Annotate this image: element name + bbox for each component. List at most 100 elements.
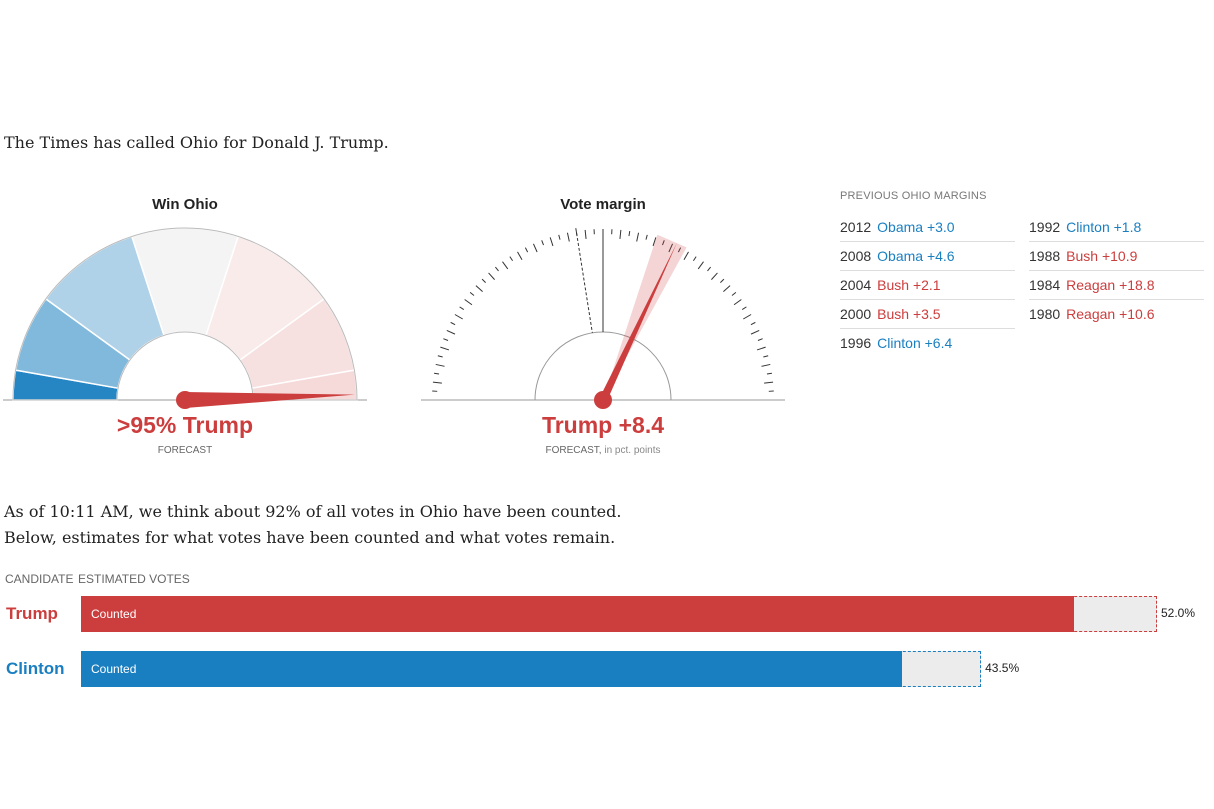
margin-gauge-inner-arc xyxy=(534,331,672,401)
margin-gauge-tick xyxy=(757,338,763,341)
margin-gauge-needle-hub xyxy=(594,391,612,409)
margin-gauge-tick xyxy=(443,338,449,341)
margin-gauge-tick xyxy=(731,291,737,296)
margin-gauge-tick xyxy=(628,231,631,237)
margin-gauge-tick xyxy=(509,256,514,262)
margin-gauge-tick xyxy=(475,285,483,292)
win-gauge-chart xyxy=(3,227,367,409)
margin-gauge-tick xyxy=(750,321,756,326)
previous-margin-year: 2004 xyxy=(840,277,872,293)
margin-gauge-tick xyxy=(707,266,712,272)
previous-margins-column: 1992 Clinton +1.8 1988 Bush +10.9 1984 Reagan… xyxy=(1029,213,1204,329)
votes-counted-intro: As of 10:11 AM, we think about 92% of al… xyxy=(4,499,621,551)
margin-gauge-tick xyxy=(766,372,772,375)
margin-gauge-tick xyxy=(720,278,725,283)
previous-margin-row: 1996 Clinton +6.4 xyxy=(840,329,1015,358)
margin-gauge-tick xyxy=(711,272,718,280)
win-gauge-title: Win Ohio xyxy=(152,196,218,213)
margin-gauge-tick xyxy=(434,372,440,375)
margin-gauge-tick xyxy=(488,272,495,280)
margin-gauge-tick xyxy=(723,285,731,292)
trump-candidate-name: Trump xyxy=(6,604,58,623)
clinton-candidate-name: Clinton xyxy=(6,659,65,678)
estimated-votes-column-header: ESTIMATED VOTES xyxy=(78,572,190,586)
candidate-column-header: CANDIDATE xyxy=(5,572,74,586)
previous-margin-row: 2008 Obama +4.6 xyxy=(840,242,1015,271)
win-forecast-caption: FORECAST xyxy=(157,445,213,456)
previous-margin-value: Bush +10.9 xyxy=(1066,248,1138,264)
previous-margin-value: Clinton +6.4 xyxy=(877,335,953,351)
previous-margin-value: Obama +3.0 xyxy=(877,219,955,235)
margin-gauge-tick xyxy=(697,261,704,270)
previous-margin-value: Bush +2.1 xyxy=(877,277,941,293)
margin-caption-unit: in pct. points xyxy=(604,445,661,456)
previous-margin-year: 1996 xyxy=(840,335,872,351)
margin-gauge-tick xyxy=(683,251,689,260)
margin-gauge-tick xyxy=(662,240,665,246)
counted-status-line: As of 10:11 AM, we think about 92% of al… xyxy=(4,502,622,521)
counted-explainer-line: Below, estimates for what votes have bee… xyxy=(4,528,616,547)
margin-gauge-tick xyxy=(692,256,697,262)
previous-margin-year: 2000 xyxy=(840,306,872,322)
previous-margins-column: 2012 Obama +3.0 2008 Obama +4.6 2004 Bush +2.… xyxy=(840,213,1015,358)
previous-margin-row: 2000 Bush +3.5 xyxy=(840,300,1015,329)
margin-gauge-tick xyxy=(435,363,445,367)
margin-gauge-tick xyxy=(741,306,747,311)
previous-margin-value: Clinton +1.8 xyxy=(1066,219,1142,235)
previous-margin-value: Reagan +18.8 xyxy=(1066,277,1155,293)
clinton-counted-bar: Counted xyxy=(81,651,903,687)
win-gauge-needle xyxy=(184,392,355,408)
win-gauge-needle-hub xyxy=(176,391,194,409)
margin-gauge-tick xyxy=(733,299,742,306)
margin-gauge-chart xyxy=(421,228,785,409)
margin-gauge-tick xyxy=(446,329,456,335)
margin-gauge-tick xyxy=(481,278,486,283)
previous-margin-year: 1984 xyxy=(1029,277,1061,293)
win-forecast-value: >95% Trump xyxy=(116,412,254,438)
margin-gauge-tick xyxy=(619,229,622,239)
win-gauge-outline xyxy=(12,227,358,401)
margin-gauge-tick xyxy=(743,314,752,320)
margin-gauge-tick xyxy=(440,346,450,351)
trump-counted-bar: Counted xyxy=(81,596,1075,632)
previous-margin-row: 2012 Obama +3.0 xyxy=(840,213,1015,242)
margin-gauge-title: Vote margin xyxy=(560,196,646,213)
margin-gauge-tick xyxy=(584,229,587,239)
clinton-total-pct: 43.5% xyxy=(985,661,1020,675)
margin-gauge-tick xyxy=(464,299,473,306)
margin-gauge-tick xyxy=(450,321,456,326)
margin-gauge-tick xyxy=(636,232,640,242)
margin-gauge-tick xyxy=(459,306,465,311)
previous-margin-value: Obama +4.6 xyxy=(877,248,955,264)
margin-gauge-tick xyxy=(532,243,538,253)
called-headline: The Times has called Ohio for Donald J. … xyxy=(4,133,389,152)
previous-margin-value: Reagan +10.6 xyxy=(1066,306,1155,322)
margin-gauge-tick xyxy=(652,237,657,247)
previous-margin-row: 1984 Reagan +18.8 xyxy=(1029,271,1204,300)
previous-margin-year: 1992 xyxy=(1029,219,1061,235)
margin-gauge-tick xyxy=(668,243,674,253)
margin-gauge-tick xyxy=(763,355,769,358)
margin-gauge-tick xyxy=(502,261,509,270)
margin-gauge-2012-marker xyxy=(575,228,593,333)
margin-gauge-tick xyxy=(677,247,682,253)
previous-margin-year: 2012 xyxy=(840,219,872,235)
previous-margin-row: 2004 Bush +2.1 xyxy=(840,271,1015,300)
previous-margin-value: Bush +3.5 xyxy=(877,306,941,322)
margin-gauge-tick xyxy=(764,381,774,384)
margin-gauge-tick xyxy=(517,251,523,260)
margin-gauge-tick xyxy=(437,355,443,358)
margin-forecast-value: Trump +8.4 xyxy=(541,412,665,438)
margin-gauge-tick xyxy=(454,314,463,320)
margin-gauge-tick xyxy=(566,232,570,242)
margin-gauge-tick xyxy=(750,329,760,335)
previous-margin-row: 1980 Reagan +10.6 xyxy=(1029,300,1204,329)
trump-total-pct: 52.0% xyxy=(1161,606,1196,620)
margin-gauge-tick xyxy=(469,291,475,296)
margin-caption-label: FORECAST, xyxy=(545,445,602,456)
margin-gauge-tick xyxy=(558,234,561,240)
previous-margin-year: 1988 xyxy=(1029,248,1061,264)
margin-gauge-tick xyxy=(549,237,554,247)
margin-gauge-tick xyxy=(645,234,648,240)
margin-gauge-tick xyxy=(524,247,529,253)
